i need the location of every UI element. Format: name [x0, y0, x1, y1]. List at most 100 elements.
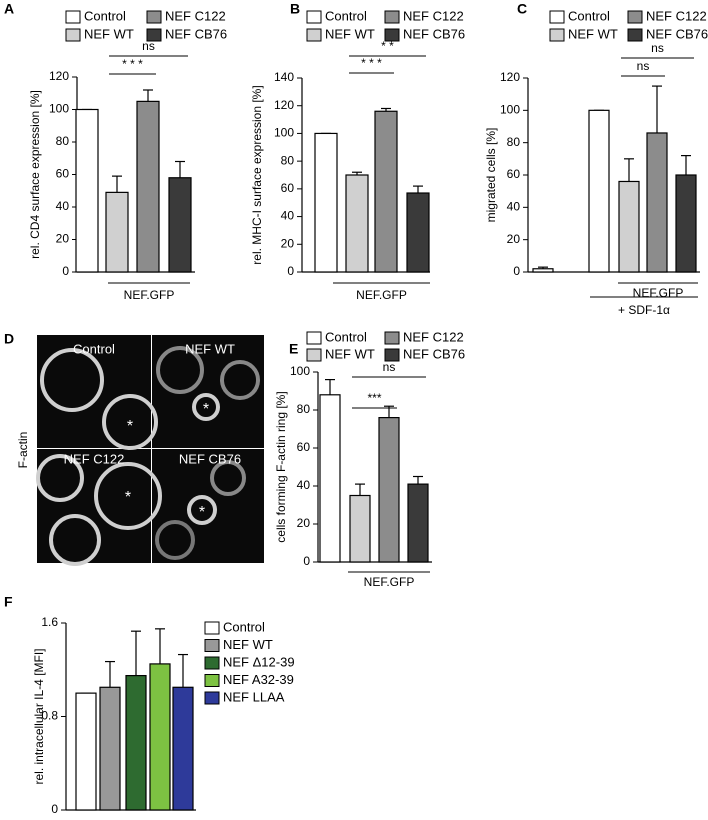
bar [319, 394, 341, 563]
significance-label: * * * [122, 57, 143, 71]
y-tick-label: 20 [281, 236, 295, 250]
legend-label: NEF A32-39 [223, 672, 294, 687]
legend-swatch [627, 28, 643, 42]
bar [99, 686, 121, 811]
panel-label: D [4, 331, 14, 347]
legend-swatch [549, 10, 565, 24]
bar [675, 174, 697, 273]
y-axis-label: rel. CD4 surface expression [%] [28, 90, 42, 259]
y-tick-label: 60 [507, 167, 521, 181]
cell-outlines [36, 346, 260, 566]
legend-label: NEF CB76 [165, 26, 227, 41]
significance-label: ns [637, 59, 650, 73]
legend-swatch [306, 28, 322, 42]
asterisks: * * * * [125, 401, 209, 521]
y-tick-label: 20 [507, 232, 521, 246]
svg-text:*: * [125, 489, 131, 506]
image-label: Control [73, 341, 115, 356]
legend-swatch [204, 674, 220, 687]
y-tick-label: 0 [287, 264, 294, 278]
legend-swatch [65, 28, 81, 42]
bar [345, 174, 369, 273]
bar [172, 686, 194, 811]
legend-label: NEF WT [84, 26, 134, 41]
bar [374, 110, 398, 273]
y-tick-label: 0 [62, 264, 69, 278]
y-tick-label: 40 [297, 478, 311, 492]
y-tick-label: 0 [51, 802, 58, 816]
y-tick-label: 100 [49, 102, 69, 116]
legend-label: NEF LLAA [223, 689, 285, 704]
legend-label: NEF C122 [403, 329, 464, 344]
image-axis-label: F-actin [16, 432, 30, 469]
legend-label: NEF C122 [646, 8, 707, 23]
bar [314, 132, 338, 273]
y-tick-label: 60 [297, 440, 311, 454]
svg-text:*: * [203, 401, 209, 418]
y-tick-label: 100 [500, 103, 520, 117]
panel-label: E [289, 341, 298, 357]
legend-swatch [384, 10, 400, 24]
y-tick-label: 80 [507, 135, 521, 149]
panel-label: A [4, 1, 14, 17]
y-axis-label: rel. MHC-I surface expression [%] [250, 85, 264, 264]
significance-label: * * [381, 39, 394, 53]
legend-label: NEF C122 [165, 8, 226, 23]
group-label: + SDF-1α [618, 303, 670, 317]
y-tick-label: 120 [49, 69, 69, 83]
bar [75, 692, 97, 811]
y-tick-label: 40 [56, 199, 70, 213]
legend-label: NEF C122 [403, 8, 464, 23]
y-tick-label: 0 [303, 554, 310, 568]
legend-swatch [306, 10, 322, 24]
significance-label: *** [367, 391, 381, 405]
legend-label: Control [223, 619, 265, 634]
svg-text:*: * [127, 418, 133, 435]
bar [75, 108, 99, 273]
bar [168, 177, 192, 273]
panel-label: F [4, 594, 13, 610]
legend-swatch [306, 348, 322, 362]
bar [618, 180, 640, 273]
legend-label: Control [568, 8, 610, 23]
y-tick-label: 80 [281, 153, 295, 167]
significance-label: ns [651, 41, 664, 55]
legend-swatch [204, 691, 220, 705]
y-tick-label: 60 [281, 181, 295, 195]
y-tick-label: 80 [56, 134, 70, 148]
group-label: NEF.GFP [364, 575, 415, 589]
legend-label: NEF WT [568, 26, 618, 41]
legend-label: NEF CB76 [403, 26, 465, 41]
y-tick-label: 60 [56, 167, 70, 181]
legend-swatch [384, 28, 400, 42]
legend-label: NEF CB76 [403, 346, 465, 361]
bar [407, 483, 429, 563]
significance-label: ns [383, 360, 396, 374]
svg-text:*: * [199, 504, 205, 521]
image-label: NEF C122 [64, 451, 125, 466]
legend-label: Control [84, 8, 126, 23]
legend-swatch [204, 639, 220, 652]
legend-swatch [65, 10, 81, 24]
y-tick-label: 1.6 [41, 615, 58, 629]
bar [646, 132, 668, 273]
significance-label: * * * [361, 56, 382, 70]
group-label: NEF.GFP [633, 286, 684, 300]
bar [406, 192, 430, 273]
significance-label: ns [142, 39, 155, 53]
bar [588, 109, 610, 273]
y-tick-label: 120 [274, 98, 294, 112]
y-tick-label: 40 [507, 200, 521, 214]
legend-label: NEF WT [325, 346, 375, 361]
panel-label: C [517, 1, 527, 17]
y-tick-label: 100 [290, 364, 310, 378]
legend-swatch [204, 621, 220, 635]
micrographs: * * * * [36, 335, 264, 566]
legend-label: NEF Δ12-39 [223, 654, 295, 669]
bar [136, 100, 160, 273]
y-tick-label: 0.8 [41, 709, 58, 723]
y-tick-label: 20 [56, 232, 70, 246]
legend-label: NEF WT [325, 26, 375, 41]
y-tick-label: 100 [274, 126, 294, 140]
